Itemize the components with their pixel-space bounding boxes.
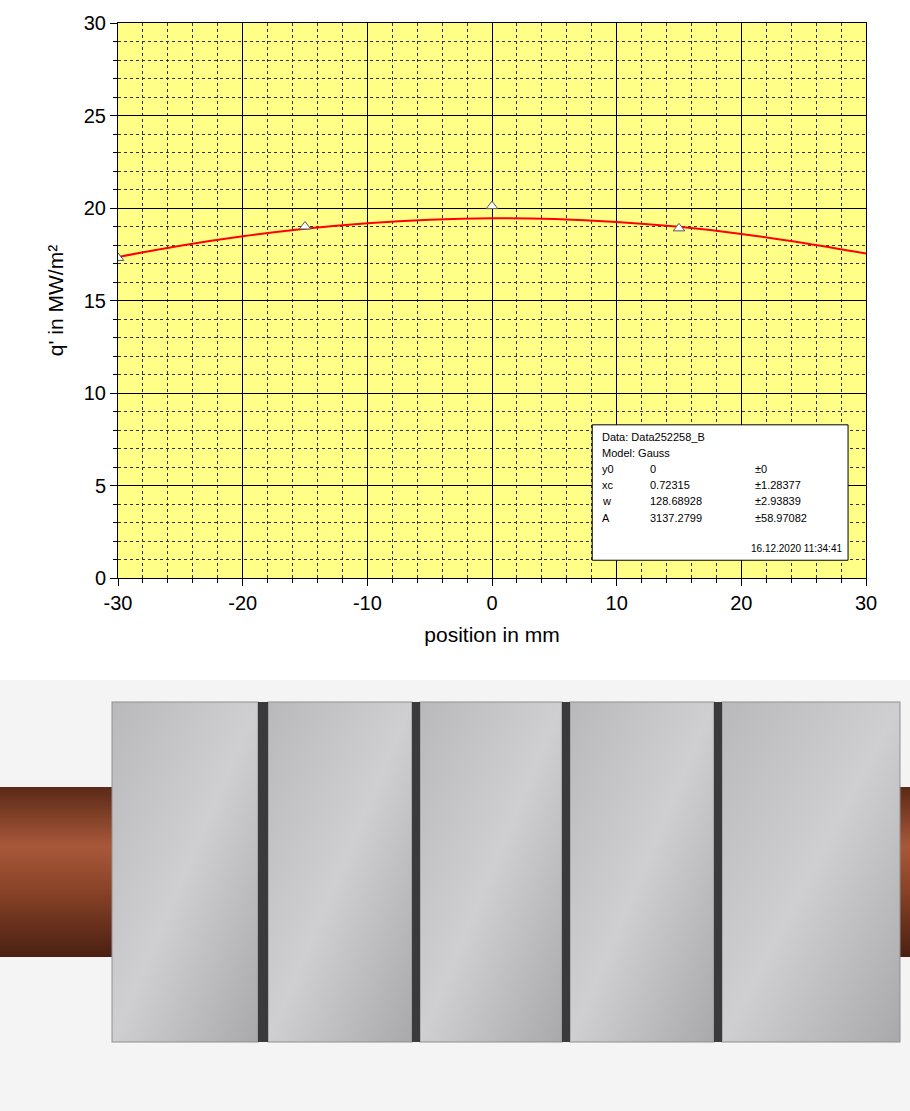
svg-text:20: 20 xyxy=(84,197,106,219)
svg-text:w: w xyxy=(602,495,611,507)
svg-text:5: 5 xyxy=(95,475,106,497)
svg-text:0: 0 xyxy=(95,567,106,589)
svg-text:0: 0 xyxy=(650,463,656,475)
svg-text:Model: Gauss: Model: Gauss xyxy=(602,447,670,459)
svg-text:-30: -30 xyxy=(104,592,133,614)
svg-text:-10: -10 xyxy=(353,592,382,614)
svg-text:0: 0 xyxy=(486,592,497,614)
svg-text:position in mm: position in mm xyxy=(424,623,559,646)
svg-text:0.72315: 0.72315 xyxy=(650,479,690,491)
svg-text:16.12.2020 11:34:41: 16.12.2020 11:34:41 xyxy=(751,543,842,554)
svg-text:25: 25 xyxy=(84,105,106,127)
svg-text:±58.97082: ±58.97082 xyxy=(755,512,807,524)
svg-text:20: 20 xyxy=(730,592,752,614)
svg-text:xc: xc xyxy=(602,479,614,491)
svg-text:15: 15 xyxy=(84,290,106,312)
svg-text:±2.93839: ±2.93839 xyxy=(755,495,801,507)
svg-text:30: 30 xyxy=(855,592,877,614)
svg-text:y0: y0 xyxy=(602,463,614,475)
svg-text:30: 30 xyxy=(84,12,106,34)
svg-text:Data: Data252258_B: Data: Data252258_B xyxy=(602,431,705,443)
svg-text:3137.2799: 3137.2799 xyxy=(650,512,702,524)
svg-text:q' in MW/m²: q' in MW/m² xyxy=(44,245,67,356)
svg-text:±0: ±0 xyxy=(755,463,767,475)
svg-text:±1.28377: ±1.28377 xyxy=(755,479,801,491)
svg-text:10: 10 xyxy=(84,382,106,404)
svg-text:-20: -20 xyxy=(228,592,257,614)
svg-text:128.68928: 128.68928 xyxy=(650,495,702,507)
svg-text:10: 10 xyxy=(606,592,628,614)
svg-text:A: A xyxy=(602,512,610,524)
